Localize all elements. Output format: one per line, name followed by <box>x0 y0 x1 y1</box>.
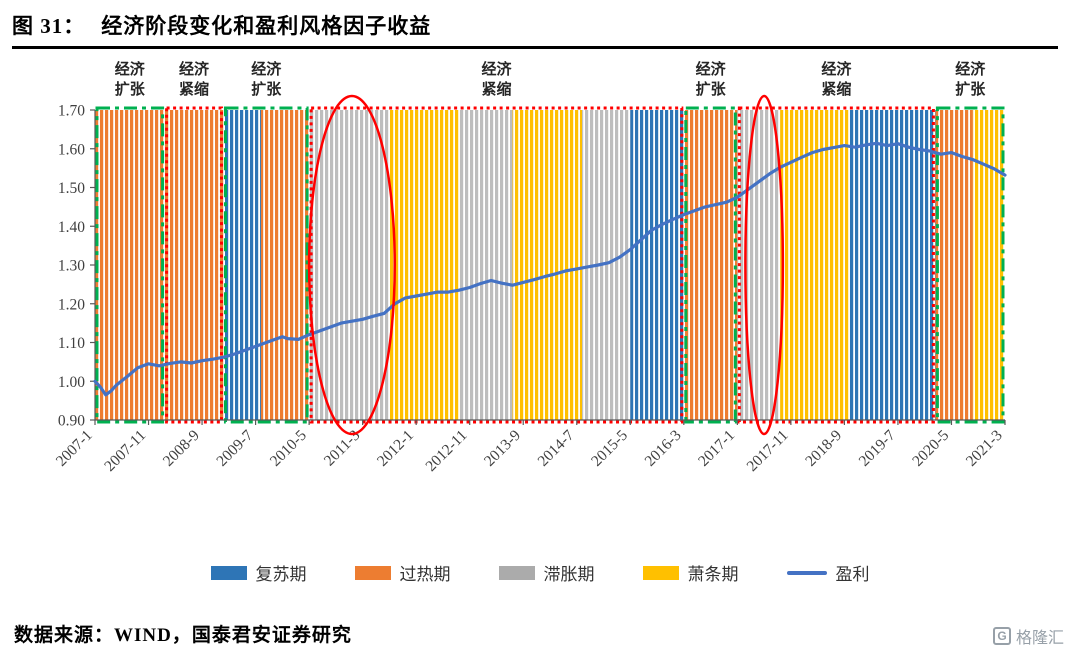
regime-label-line2: 扩张 <box>251 80 282 98</box>
regime-box-contraction <box>165 106 223 424</box>
figure-header: 图 31： 经济阶段变化和盈利风格因子收益 <box>12 10 1068 40</box>
watermark-text: 格隆汇 <box>1015 630 1064 647</box>
x-tick-label: 2013-9 <box>481 427 524 470</box>
x-tick-label: 2012-11 <box>422 427 470 475</box>
legend-color-swatch <box>354 565 391 580</box>
legend-item-1: 过热期 <box>354 560 451 585</box>
phase-band-recovery <box>849 110 936 420</box>
phase-band-recession <box>512 110 583 420</box>
y-axis: 0.90 1.00 1.10 1.20 1.30 1.40 1.50 1.60 1.70 <box>58 103 95 430</box>
regime-label-line2: 扩张 <box>955 80 986 98</box>
regime-label-line2: 扩张 <box>115 80 146 98</box>
regime-label-line2: 紧缩 <box>481 80 511 98</box>
phase-band-recovery <box>630 110 684 420</box>
phase-band-overheat <box>935 110 973 420</box>
x-axis: 2007-1 2007-11 2008-9 2009-7 2010-5 2011-3 201… <box>53 420 1006 475</box>
x-tick-label: 2014-7 <box>535 427 578 470</box>
phase-band-recession <box>389 110 459 420</box>
regime-label-line1: 经济 <box>821 60 852 78</box>
phase-band-recession <box>972 110 1005 420</box>
regime-label-line2: 扩张 <box>696 80 727 98</box>
x-tick-label: 2007-11 <box>101 427 149 475</box>
legend-label: 萧条期 <box>687 565 739 584</box>
regime-label-line1: 经济 <box>481 60 512 78</box>
x-tick-label: 2010-5 <box>267 427 310 470</box>
y-tick-label: 1.30 <box>58 258 85 275</box>
figure-title-text: 经济阶段变化和盈利风格因子收益 <box>101 14 432 38</box>
regime-label-line1: 经济 <box>955 60 986 78</box>
watermark: G 格隆汇 <box>992 624 1064 648</box>
figure-number: 图 31： <box>12 14 86 38</box>
legend-item-0: 复苏期 <box>210 560 307 585</box>
regime-box-contraction <box>737 106 935 424</box>
legend-color-swatch <box>210 565 247 580</box>
regime-label-line2: 紧缩 <box>821 80 851 98</box>
legend-item-2: 滞胀期 <box>498 560 595 585</box>
chart-legend: 复苏期 过热期 滞胀期 萧条期 盈利 <box>0 560 1080 585</box>
x-tick-label: 2021-3 <box>963 427 1006 470</box>
profit-line <box>93 141 1007 397</box>
phase-band-stagflation <box>737 110 781 420</box>
x-tick-label: 2007-1 <box>53 427 96 470</box>
phase-band-stagflation <box>309 110 390 420</box>
highlight-ellipse <box>307 94 397 436</box>
regime-label-line1: 经济 <box>115 60 146 78</box>
regime-box-expansion <box>684 106 737 424</box>
x-tick-label: 2017-1 <box>695 427 738 470</box>
figure-title: 图 31： 经济阶段变化和盈利风格因子收益 <box>12 10 1068 40</box>
highlight-ellipse <box>744 94 785 436</box>
x-tick-label: 2015-5 <box>588 427 631 470</box>
y-tick-label: 0.90 <box>58 413 85 430</box>
gelonghui-logo-icon: G <box>992 627 1011 645</box>
regime-label-line2: 紧缩 <box>179 80 209 98</box>
data-source: 数据来源：WIND，国泰君安证券研究 <box>14 625 352 646</box>
x-tick-label: 2018-9 <box>802 427 845 470</box>
y-tick-label: 1.70 <box>58 103 85 120</box>
phase-band-recovery <box>223 110 261 420</box>
title-divider <box>12 46 1058 49</box>
phase-band-recession <box>780 110 850 420</box>
y-tick-label: 1.20 <box>58 296 85 313</box>
legend-item-3: 萧条期 <box>642 560 739 585</box>
regime-label-line1: 经济 <box>696 60 727 78</box>
legend-color-swatch <box>498 565 535 580</box>
regime-label-line1: 经济 <box>251 60 282 78</box>
x-tick-label: 2016-3 <box>642 427 685 470</box>
legend-label: 过热期 <box>399 565 451 584</box>
phase-band-stagflation <box>459 110 513 420</box>
legend-label: 复苏期 <box>255 565 307 584</box>
x-tick-label: 2009-7 <box>213 427 256 470</box>
regime-box-expansion <box>95 106 165 424</box>
legend-color-swatch <box>642 565 679 580</box>
x-tick-label: 2008-9 <box>160 427 203 470</box>
legend-line-swatch <box>786 570 827 575</box>
x-tick-label: 2012-1 <box>374 427 417 470</box>
y-tick-label: 1.10 <box>58 335 85 352</box>
regime-box-contraction <box>309 106 684 424</box>
x-tick-label: 2017-11 <box>744 427 792 475</box>
x-tick-label: 2020-5 <box>909 427 952 470</box>
regime-box-expansion <box>223 106 309 424</box>
regime-label-line1: 经济 <box>179 60 210 78</box>
y-tick-label: 1.60 <box>58 141 85 158</box>
legend-item-4: 盈利 <box>786 560 870 585</box>
phase-band-overheat <box>260 110 310 420</box>
x-tick-label: 2019-7 <box>856 427 899 470</box>
phase-band-overheat <box>95 110 224 420</box>
legend-label: 滞胀期 <box>543 565 595 584</box>
y-tick-label: 1.50 <box>58 180 85 197</box>
regime-box-expansion <box>935 106 1005 424</box>
y-tick-label: 1.00 <box>58 374 85 391</box>
legend-label: 盈利 <box>835 565 870 584</box>
phase-bands <box>95 110 1005 420</box>
phase-band-overheat <box>683 110 738 420</box>
y-tick-label: 1.40 <box>58 219 85 236</box>
